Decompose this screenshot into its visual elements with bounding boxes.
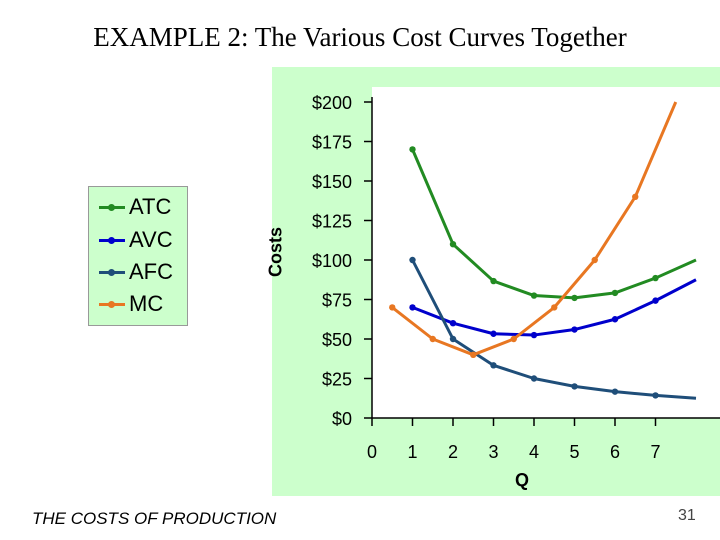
y-tick-label: $50 — [322, 330, 352, 350]
y-tick-label: $25 — [322, 370, 352, 390]
legend-marker-afc — [108, 269, 115, 276]
legend-item-avc: AVC — [89, 225, 187, 255]
data-point-atc — [530, 292, 538, 299]
slide-title: EXAMPLE 2: The Various Cost Curves Toget… — [93, 22, 627, 52]
data-point-mc — [632, 193, 639, 200]
data-point-afc — [490, 362, 497, 369]
y-tick-label: $175 — [312, 133, 352, 153]
data-point-avc — [449, 320, 457, 327]
data-point-avc — [652, 297, 659, 304]
data-point-avc — [611, 316, 619, 323]
data-point-afc — [530, 375, 538, 382]
footer-text: THE COSTS OF PRODUCTION — [32, 509, 277, 528]
data-point-mc — [389, 304, 396, 311]
legend-marker-avc — [108, 237, 115, 244]
series-line-avc — [411, 278, 697, 337]
y-tick-label: $0 — [332, 409, 352, 429]
legend-label-atc: ATC — [129, 194, 172, 219]
legend: ATC AVC AFC MC — [88, 186, 188, 326]
data-point-atc — [490, 277, 497, 285]
data-point-avc — [571, 326, 578, 333]
x-tick-label: 4 — [529, 442, 539, 462]
legend-label-mc: MC — [129, 291, 164, 316]
data-point-afc — [449, 335, 457, 343]
data-point-atc — [571, 294, 578, 302]
data-point-mc — [510, 335, 517, 343]
y-tick-label: $150 — [312, 172, 352, 192]
plot-background — [372, 87, 720, 418]
data-point-mc — [470, 351, 477, 358]
legend-label-afc: AFC — [129, 259, 173, 284]
y-tick-label: $100 — [312, 251, 352, 271]
series-line-mc — [391, 101, 678, 357]
y-tick-label: $125 — [312, 212, 352, 232]
y-tick-label: $200 — [312, 93, 352, 113]
data-point-afc — [571, 383, 578, 390]
data-point-atc — [611, 289, 619, 297]
x-tick-label: 3 — [488, 442, 498, 462]
data-point-avc — [530, 331, 538, 339]
series-line-atc — [411, 148, 697, 300]
x-tick-label: 7 — [650, 442, 660, 462]
data-point-afc — [652, 392, 659, 399]
data-point-mc — [429, 335, 436, 343]
data-point-mc — [551, 304, 558, 311]
x-axis-label: Q — [515, 470, 530, 490]
legend-item-atc: ATC — [89, 192, 187, 222]
legend-item-afc: AFC — [89, 257, 187, 287]
data-point-avc — [409, 304, 416, 311]
chart-area: $0 $25 $50 $75 $100 $125 $150 $175 $200 0 1 2 3 4 5 6 7 — [272, 67, 720, 496]
x-tick-label: 0 — [367, 442, 377, 462]
data-point-atc — [449, 241, 457, 248]
y-tick-label: $75 — [322, 291, 352, 311]
legend-marker-mc — [108, 301, 115, 308]
y-axis-label: Costs — [265, 226, 286, 278]
x-tick-label: 1 — [407, 442, 417, 462]
x-tick-label: 5 — [569, 442, 579, 462]
x-tick-label: 2 — [448, 442, 458, 462]
legend-item-mc: MC — [89, 289, 187, 319]
series-line-afc — [411, 259, 697, 400]
page-number: 31 — [678, 507, 696, 524]
legend-marker-atc — [108, 204, 115, 211]
data-point-atc — [409, 146, 416, 153]
x-tick-label: 6 — [610, 442, 620, 462]
cost-curves-chart: $0 $25 $50 $75 $100 $125 $150 $175 $200 0 1 2 3 4 5 6 7 — [312, 87, 720, 462]
legend-label-avc: AVC — [129, 227, 173, 252]
data-point-mc — [591, 256, 598, 264]
data-point-atc — [652, 274, 659, 282]
data-point-afc — [409, 256, 416, 264]
data-point-afc — [611, 388, 619, 395]
data-point-avc — [490, 330, 497, 337]
